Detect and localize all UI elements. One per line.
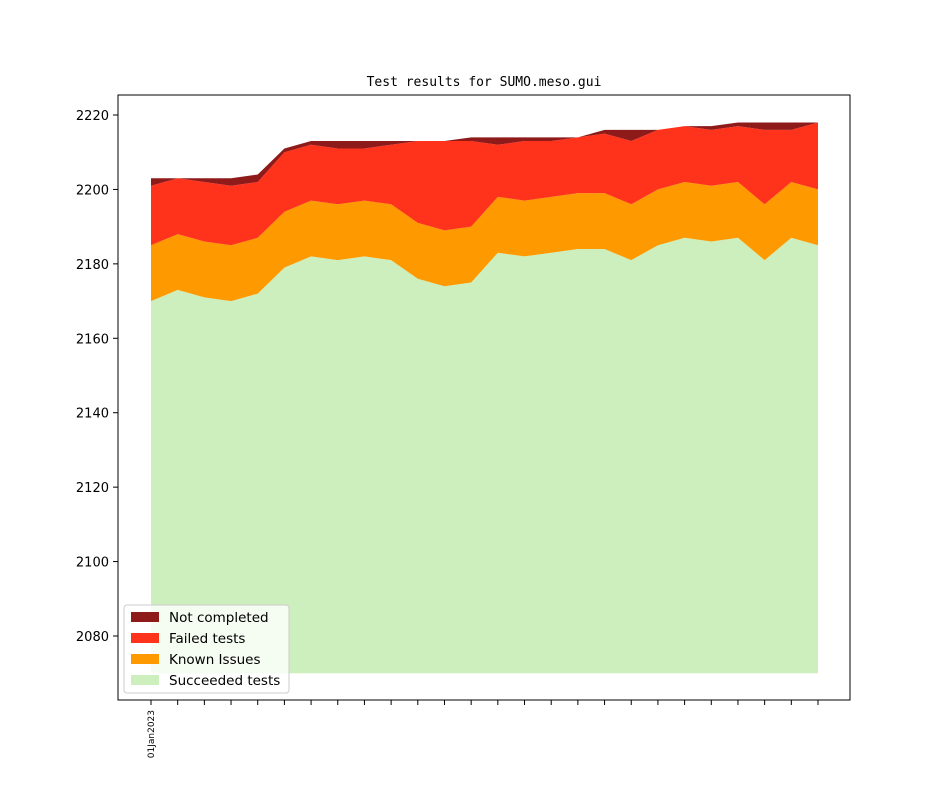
y-tick-label: 2160 [76,332,109,347]
x-tick-label: 01Jan2023 [147,710,157,758]
y-tick-label: 2120 [76,481,109,496]
plot-frame [117,94,851,701]
y-tick-label: 2180 [76,258,109,273]
y-tick-label: 2140 [76,407,109,422]
legend-label: Succeeded tests [169,673,280,689]
area-layers [151,122,818,674]
area-not-completed [151,122,818,186]
legend-label: Failed tests [169,631,245,647]
legend-swatch [131,654,159,664]
y-tick-label: 2220 [76,109,109,124]
legend-swatch [131,612,159,622]
legend-label: Not completed [169,610,269,626]
legend-swatch [131,633,159,643]
x-axis: 01Jan2023 [147,700,819,758]
legend-swatch [131,675,159,685]
y-tick-label: 2200 [76,183,109,198]
area-succeeded-tests [151,237,818,674]
area-failed-tests [151,122,818,246]
legend-label: Known Issues [169,652,261,668]
area-known-issues [151,181,818,302]
legend: Not completed Failed tests Known Issues Suc… [123,604,290,694]
y-tick-label: 2080 [76,630,109,645]
y-axis: 2080 2100 2120 2140 2160 2180 2200 2220 [76,109,118,645]
chart-title: Test results for SUMO.meso.gui [367,75,602,90]
y-tick-label: 2100 [76,556,109,571]
legend-box [123,604,290,694]
